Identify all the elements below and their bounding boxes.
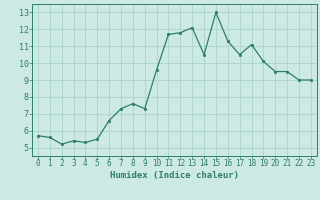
X-axis label: Humidex (Indice chaleur): Humidex (Indice chaleur): [110, 171, 239, 180]
